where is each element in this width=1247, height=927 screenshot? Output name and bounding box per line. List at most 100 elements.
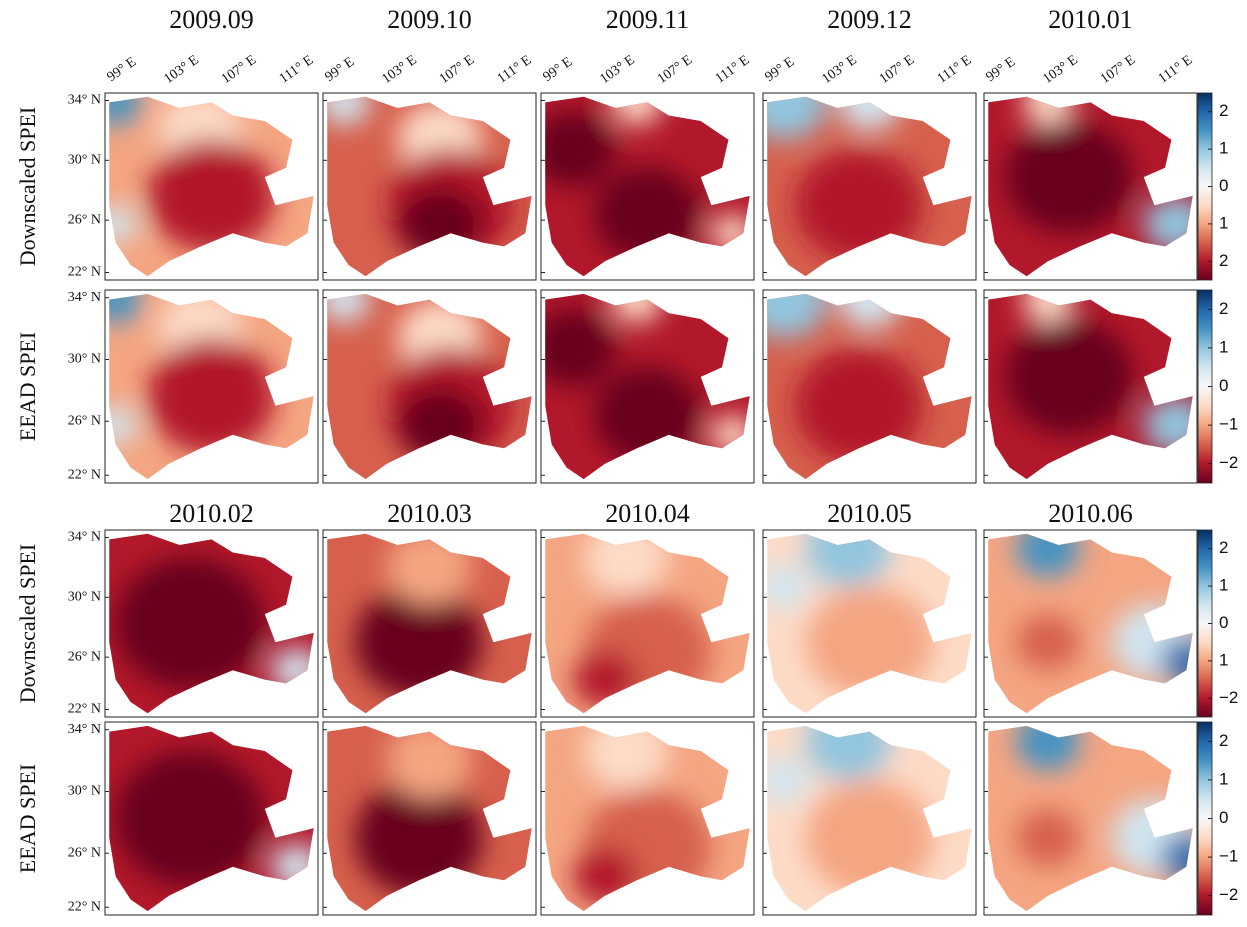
map-blob [148,338,276,454]
map-blob [711,415,754,454]
map-blob [398,187,483,262]
month-title: 2010.05 [827,499,912,528]
map-blob [387,722,472,799]
month-title: 2009.10 [387,5,472,34]
row-label: EEAD SPEI [15,332,40,441]
map-fill [984,722,1197,915]
map-panel [759,511,976,717]
map-blob [611,80,662,125]
colorbar-tick-label: 2 [1219,299,1228,318]
lon-label: 107° E [877,53,917,87]
colorbar-tick-label: 2 [1219,251,1228,270]
month-title: 2010.01 [1048,5,1133,34]
lat-label: 34° N [68,722,101,737]
map-blob [387,530,472,605]
lon-label: 103° E [819,53,859,87]
map-blob [594,367,701,464]
map-blob [116,751,265,886]
map-panel [90,80,318,280]
map-blob [530,112,615,187]
map-blob [611,276,662,322]
row-label: EEAD SPEI [15,764,40,873]
map-panel [323,722,536,915]
map-panel [984,80,1208,280]
colorbar-tick-label: 2 [1219,101,1228,120]
figure: 2009.092009.102009.112009.122010.01Downs… [0,0,1247,927]
map-panel [742,65,976,280]
map-panel [541,712,754,915]
map-blob [271,648,322,693]
lat-label: 30° N [68,352,101,367]
map-blob [1005,319,1133,435]
lon-label: 111° E [495,53,534,87]
map-panel [541,521,754,717]
map-blob [1016,809,1080,867]
lat-label: 26° N [68,212,101,227]
lon-label: 99° E [763,55,798,85]
colorbar-tick-label: 1 [1219,576,1228,595]
lon-label: 99° E [323,55,358,85]
month-title: 2009.09 [169,5,254,34]
colorbar-tick-label: −2 [1219,688,1238,707]
lon-label: 103° E [1040,53,1080,87]
map-blob [1016,521,1080,577]
map-blob [806,780,934,896]
lat-label: 34° N [68,290,101,305]
map-blob [271,844,322,890]
month-title: 2010.06 [1048,499,1133,528]
month-title: 2009.11 [606,5,690,34]
map-blob [116,558,265,689]
map-blob [1016,614,1080,670]
map-panel [530,80,754,280]
lon-label: 99° E [541,55,576,85]
lon-label: 111° E [1156,53,1195,87]
map-blob [319,276,370,322]
lon-label: 111° E [277,53,316,87]
lon-label: 103° E [161,53,201,87]
lon-label: 107° E [655,53,695,87]
lon-label: 107° E [219,53,259,87]
map-blob [1005,121,1133,233]
month-title: 2010.02 [169,499,254,528]
map-blob [1016,712,1080,770]
colorbar-tick-label: −2 [1219,453,1238,472]
lat-label: 22° N [68,702,101,717]
colorbar-tick-label: 1 [1219,337,1228,356]
map-blob [806,586,934,698]
row-label: Downscaled SPEI [15,107,40,266]
map-blob [398,387,483,464]
map-blob [759,757,810,803]
map-blob [838,74,902,130]
lat-label: 30° N [68,153,101,168]
map-blob [584,521,669,596]
map-blob [594,168,701,261]
map-blob [573,847,637,905]
map-panel [984,712,1212,915]
map-blob [319,80,370,125]
lat-label: 22° N [68,899,101,914]
colorbar-tick-label: 1 [1219,769,1228,788]
colorbar-tick-label: 1 [1219,650,1228,669]
lat-label: 30° N [68,784,101,799]
lon-label: 107° E [1098,53,1138,87]
map-panel [319,276,536,483]
map-blob [711,215,754,252]
month-title: 2010.03 [387,499,472,528]
colorbar-tick-label: −2 [1219,885,1238,904]
map-panel [105,530,322,717]
map-panel [90,276,318,483]
row-label: Downscaled SPEI [15,544,40,703]
map-panel [984,521,1212,717]
lat-label: 22° N [68,467,101,482]
map-blob [806,703,891,780]
lat-label: 26° N [68,649,101,664]
lat-label: 26° N [68,845,101,860]
page: 2009.092009.102009.112009.122010.01Downs… [0,0,1247,927]
map-blob [1022,276,1073,322]
map-blob [530,309,615,386]
map-panel [319,80,536,280]
lon-label: 107° E [437,53,477,87]
colorbar-tick-label: 0 [1219,808,1228,827]
lat-label: 22° N [68,265,101,280]
map-blob [584,712,669,789]
